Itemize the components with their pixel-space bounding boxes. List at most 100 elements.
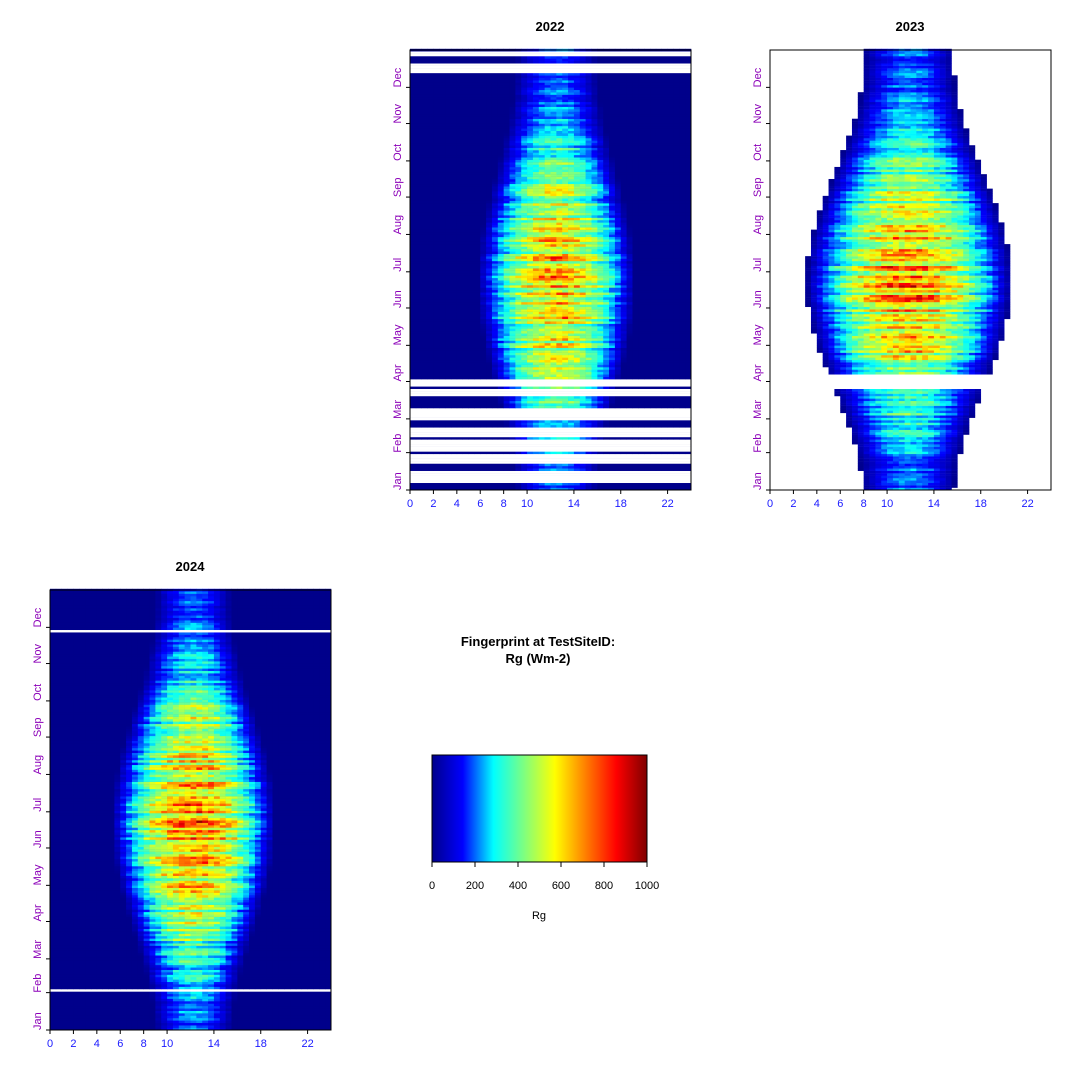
heat-cell xyxy=(597,251,603,254)
heat-cell xyxy=(562,218,568,221)
heat-cell xyxy=(591,321,597,324)
heat-cell xyxy=(568,278,574,281)
heat-cell xyxy=(603,367,609,370)
night-cell xyxy=(422,336,428,339)
night-cell xyxy=(650,203,656,206)
night-cell xyxy=(632,316,638,319)
heat-cell xyxy=(597,246,603,249)
night-cell xyxy=(486,367,492,370)
heat-cell xyxy=(621,280,627,283)
heat-cell xyxy=(580,425,586,428)
night-cell xyxy=(474,232,480,235)
heat-cell xyxy=(621,357,627,360)
night-cell xyxy=(439,203,445,206)
heat-cell xyxy=(498,328,504,331)
night-cell xyxy=(422,206,428,209)
heat-cell xyxy=(574,406,580,409)
heat-cell xyxy=(580,278,586,281)
heat-cell xyxy=(498,193,504,196)
night-cell xyxy=(662,222,668,225)
night-cell xyxy=(632,213,638,216)
heat-cell xyxy=(609,343,615,346)
night-cell xyxy=(439,273,445,276)
night-cell xyxy=(668,278,674,281)
heat-cell xyxy=(515,256,521,259)
night-cell xyxy=(445,285,451,288)
heat-cell xyxy=(609,367,615,370)
heat-cell xyxy=(597,198,603,201)
night-cell xyxy=(621,177,627,180)
heat-cell xyxy=(556,222,562,225)
heat-cell xyxy=(621,271,627,274)
heat-cell xyxy=(480,316,486,319)
night-cell xyxy=(673,196,679,199)
heat-cell xyxy=(615,186,621,189)
heat-cell xyxy=(615,297,621,300)
night-cell xyxy=(480,350,486,353)
night-cell xyxy=(615,463,621,466)
heat-cell xyxy=(480,259,486,262)
night-cell xyxy=(422,348,428,351)
heat-cell xyxy=(586,174,592,177)
night-cell xyxy=(504,437,510,440)
night-cell xyxy=(422,191,428,194)
night-cell xyxy=(422,401,428,404)
heat-cell xyxy=(521,203,527,206)
heat-cell xyxy=(615,336,621,339)
heat-cell xyxy=(504,268,510,271)
night-cell xyxy=(451,218,457,221)
heat-cell xyxy=(615,348,621,351)
night-cell xyxy=(469,295,475,298)
heat-cell xyxy=(562,398,568,401)
heat-cell xyxy=(504,348,510,351)
night-cell xyxy=(668,198,674,201)
night-cell xyxy=(621,403,627,406)
heat-cell xyxy=(568,331,574,334)
heat-cell xyxy=(586,287,592,290)
night-cell xyxy=(451,398,457,401)
heat-cell xyxy=(603,307,609,310)
heat-cell xyxy=(545,362,551,365)
heat-cell xyxy=(521,218,527,221)
night-cell xyxy=(451,263,457,266)
heat-cell xyxy=(480,239,486,242)
heat-cell xyxy=(533,437,539,440)
heat-cell xyxy=(510,372,516,375)
heat-cell xyxy=(621,254,627,257)
night-cell xyxy=(685,239,691,242)
heat-cell xyxy=(562,290,568,293)
night-cell xyxy=(644,189,650,192)
heat-cell xyxy=(533,360,539,363)
night-cell xyxy=(632,357,638,360)
night-cell xyxy=(644,283,650,286)
night-cell xyxy=(439,227,445,230)
night-cell xyxy=(685,234,691,237)
night-cell xyxy=(668,220,674,223)
heat-cell xyxy=(539,249,545,252)
night-cell xyxy=(662,437,668,440)
heat-cell xyxy=(533,425,539,428)
night-cell xyxy=(638,302,644,305)
heat-cell xyxy=(486,213,492,216)
night-cell xyxy=(650,316,656,319)
night-cell xyxy=(679,181,685,184)
night-cell xyxy=(428,463,434,466)
night-cell xyxy=(685,312,691,315)
night-cell xyxy=(679,466,685,469)
heat-cell xyxy=(539,285,545,288)
night-cell xyxy=(603,483,609,486)
night-cell xyxy=(469,350,475,353)
heat-cell xyxy=(574,365,580,368)
night-cell xyxy=(650,451,656,454)
night-cell xyxy=(416,369,422,372)
heat-cell xyxy=(591,355,597,358)
night-cell xyxy=(685,222,691,225)
night-cell xyxy=(469,401,475,404)
night-cell xyxy=(428,244,434,247)
heat-cell xyxy=(586,261,592,264)
heat-cell xyxy=(621,362,627,365)
heat-cell xyxy=(539,287,545,290)
heat-cell xyxy=(603,206,609,209)
heat-cell xyxy=(492,297,498,300)
heat-cell xyxy=(591,225,597,228)
